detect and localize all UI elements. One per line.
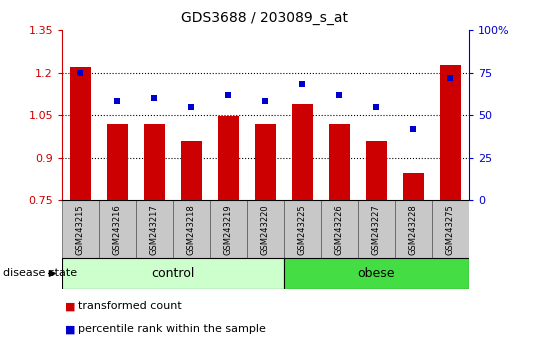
Point [372,104,381,109]
Bar [247,200,284,258]
Bar [367,141,386,200]
Bar [62,258,284,289]
Text: GSM243216: GSM243216 [113,204,122,255]
Bar [144,124,164,200]
Text: GSM243226: GSM243226 [335,204,344,255]
Point [446,75,455,80]
Point [298,82,307,87]
Text: GSM243275: GSM243275 [446,204,455,255]
Text: obese: obese [358,267,395,280]
Bar [99,200,136,258]
Point [409,126,418,131]
Text: GSM243227: GSM243227 [372,204,381,255]
Text: percentile rank within the sample: percentile rank within the sample [78,324,266,334]
Point [113,99,122,104]
Bar [284,200,321,258]
Bar [70,67,91,200]
Bar [292,104,313,200]
Text: GDS3688 / 203089_s_at: GDS3688 / 203089_s_at [181,11,348,25]
Point [76,70,85,75]
Text: ■: ■ [65,324,75,334]
Bar [62,200,99,258]
Bar [329,124,350,200]
Bar [173,200,210,258]
Bar [181,141,202,200]
Bar [358,200,395,258]
Text: GSM243219: GSM243219 [224,204,233,255]
Text: GSM243228: GSM243228 [409,204,418,255]
Bar [284,258,469,289]
Point [224,92,233,97]
Bar [321,200,358,258]
Bar [440,65,461,200]
Bar [255,124,275,200]
Bar [432,200,469,258]
Point [187,104,196,109]
Text: GSM243217: GSM243217 [150,204,159,255]
Point [335,92,344,97]
Bar [210,200,247,258]
Text: GSM243218: GSM243218 [187,204,196,255]
Text: GSM243225: GSM243225 [298,204,307,255]
Text: disease state: disease state [3,268,77,279]
Bar [218,116,239,200]
Text: GSM243215: GSM243215 [76,204,85,255]
Bar [403,173,424,200]
Text: transformed count: transformed count [78,301,182,311]
Point [150,95,159,101]
Bar [395,200,432,258]
Text: ■: ■ [65,301,75,311]
Bar [136,200,173,258]
Bar [107,124,128,200]
Text: control: control [151,267,195,280]
Text: GSM243220: GSM243220 [261,204,270,255]
Point [261,99,270,104]
